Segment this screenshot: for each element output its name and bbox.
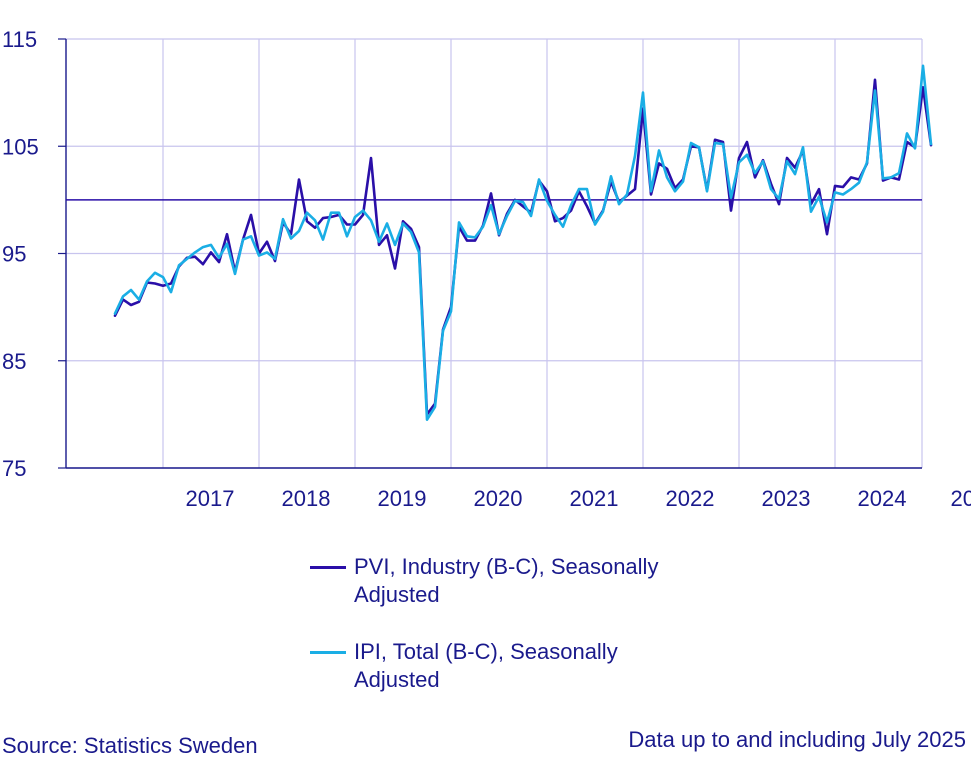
x-tick-label-2022: 2022 (666, 486, 715, 511)
series-line-pvi (113, 78, 933, 416)
legend-label-pvi: PVI, Industry (B-C), Seasonally Adjusted (354, 554, 659, 607)
x-tick-label-2021: 2021 (570, 486, 619, 511)
series-group (113, 64, 933, 422)
source-note: Source: Statistics Sweden (2, 733, 258, 758)
x-tick-label-2020: 2020 (474, 486, 523, 511)
chart-svg: 75 85 95 105 115 2017 2018 2019 2020 2021 2022 2023… (2, 27, 971, 511)
x-tick-label-2024: 2024 (858, 486, 907, 511)
y-tick-label-105: 105 (2, 134, 39, 159)
x-tick-label-2018: 2018 (282, 486, 331, 511)
data-range-note: Data up to and including July 2025 (628, 727, 966, 752)
x-tick-label-2025: 2025 (951, 486, 971, 511)
legend-label-ipi: IPI, Total (B-C), Seasonally Adjusted (354, 639, 618, 692)
x-tick-label-2023: 2023 (762, 486, 811, 511)
legend-swatch-ipi (310, 651, 346, 654)
series-line-ipi (113, 64, 933, 422)
y-tick-label-85: 85 (2, 349, 26, 374)
x-tick-label-2017: 2017 (186, 486, 235, 511)
legend-swatch-pvi (310, 566, 346, 569)
y-tick-label-75: 75 (2, 456, 26, 481)
y-tick-label-115: 115 (2, 27, 37, 52)
y-tick-label-95: 95 (2, 242, 26, 267)
x-tick-label-2019: 2019 (378, 486, 427, 511)
tick-labels: 75 85 95 105 115 2017 2018 2019 2020 2021 2022 2023… (2, 27, 971, 511)
